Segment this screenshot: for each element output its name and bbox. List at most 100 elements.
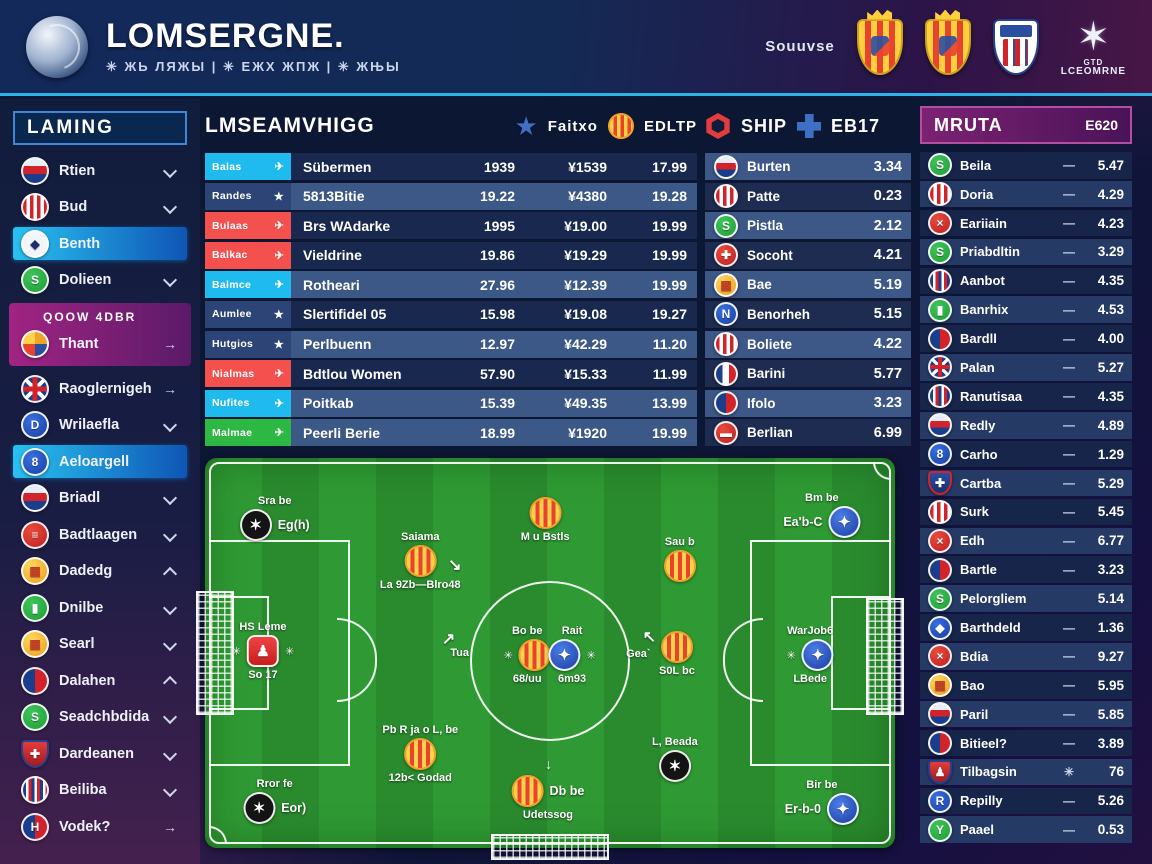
ship-row[interactable]: Bae 5.19 (705, 271, 911, 299)
mruta-row[interactable]: Carho — 1.29 (920, 440, 1132, 468)
mruta-row[interactable]: Repilly — 5.26 (920, 787, 1132, 815)
sidebar-item-dardeanen[interactable]: Dardeanen (13, 737, 187, 770)
sidebar-item-badtlaagen[interactable]: Badtlaagen (13, 518, 187, 551)
mruta-row[interactable]: Aanbot — 4.35 (920, 267, 1132, 295)
fixture-tag[interactable]: Nufites ✈ (205, 389, 291, 417)
mruta-odds-value: 5.14 (1097, 591, 1124, 607)
mruta-row[interactable]: Ranutisaa — 4.35 (920, 383, 1132, 410)
pitch-player-marker[interactable]: Bo be ✳ 68/uu (504, 625, 551, 685)
mruta-row[interactable]: Paril — 5.85 (920, 700, 1132, 728)
mruta-row[interactable]: Beila — 5.47 (920, 152, 1132, 179)
mruta-row[interactable]: Bardll — 4.00 (920, 325, 1132, 352)
fixture-row[interactable]: Malmae ✈ Peerli Berie 18.99 ¥1920 19.99 (205, 419, 697, 447)
pitch-player-marker[interactable]: Rror fe Eor) (243, 778, 306, 824)
fixture-tag[interactable]: Balas ✈ (205, 153, 291, 180)
mruta-row[interactable]: Edh — 6.77 (920, 527, 1132, 555)
fixture-tag[interactable]: Hutgios ★ (205, 330, 291, 358)
fixture-row[interactable]: Balas ✈ Sübermen 1939 ¥1539 17.99 (205, 153, 697, 180)
mruta-row[interactable]: Bao — 5.95 (920, 672, 1132, 699)
sidebar-item-rtien[interactable]: Rtien (13, 154, 187, 187)
ship-row[interactable]: Barini 5.77 (705, 360, 911, 388)
sidebar-item-wrilaefla[interactable]: Wrilaefla (13, 409, 187, 442)
sidebar-item-thant[interactable]: Thant → (13, 328, 187, 361)
sidebar-item-benth[interactable]: Benth (13, 227, 187, 260)
marker-label-bottom: So 17 (248, 669, 278, 682)
mruta-team-name: Bitieel? (960, 735, 1007, 751)
fixture-tag[interactable]: Aumlee ★ (205, 300, 291, 328)
sidebar-item-searl[interactable]: Searl (13, 628, 187, 661)
sidebar-item-beiliba[interactable]: Beiliba (13, 774, 187, 807)
ship-row[interactable]: Boliete 4.22 (705, 330, 911, 358)
pitch-player-marker[interactable]: Sau b (663, 536, 696, 583)
pitch-player-marker[interactable]: S0L bc (659, 631, 695, 677)
pitch-player-marker[interactable]: L, Beada (652, 736, 698, 782)
wrilaefla-badge-icon (21, 411, 49, 439)
mruta-row[interactable]: Pelorgliem 5.14 (920, 585, 1132, 612)
fixture-tag[interactable]: Randes ★ (205, 182, 291, 210)
fixture-value-v1: 1939 (483, 158, 515, 175)
sidebar-item-dnilbe[interactable]: Dnilbe (13, 591, 187, 624)
mruta-row[interactable]: Barthdeld — 1.36 (920, 614, 1132, 641)
fixture-value-v2: ¥1539 (568, 158, 607, 175)
mruta-row[interactable]: Surk — 5.45 (920, 498, 1132, 526)
mruta-row[interactable]: Banrhix — 4.53 (920, 296, 1132, 323)
raoglernigeh-badge-icon (21, 374, 49, 403)
mruta-row[interactable]: Palan — 5.27 (920, 354, 1132, 381)
mruta-odds-value: 76 (1108, 764, 1124, 780)
ship-row[interactable]: Ifolo 3.23 (705, 389, 911, 417)
sidebar-item-dolieen[interactable]: Dolieen (13, 264, 187, 297)
fixture-row[interactable]: Balkac ✈ Vieldrine 19.86 ¥19.29 19.99 (205, 241, 697, 269)
pitch-player-marker[interactable]: Pb R ja o L, be 12b< Godad (382, 724, 458, 784)
fixture-row[interactable]: Aumlee ★ Slertifidel 05 15.98 ¥19.08 19.27 (205, 300, 697, 328)
sidebar-item-vodek[interactable]: Vodek? → (13, 810, 187, 843)
fixture-value-v1: 1995 (483, 217, 515, 234)
ship-odds-value: 4.21 (873, 247, 902, 264)
fixture-row[interactable]: Bulaas ✈ Brs WAdarke 1995 ¥19.00 19.99 (205, 212, 697, 240)
mruta-row[interactable]: Redly — 4.89 (920, 412, 1132, 439)
ship-row[interactable]: Socoht 4.21 (705, 241, 911, 269)
ship-row[interactable]: Benorheh 5.15 (705, 300, 911, 328)
mruta-row[interactable]: Doria — 4.29 (920, 180, 1132, 208)
ship-row[interactable]: Pistla 2.12 (705, 212, 911, 240)
fixture-tag[interactable]: Malmae ✈ (205, 419, 291, 447)
fixture-row[interactable]: Nialmas ✈ Bdtlou Women 57.90 ¥15.33 11.99 (205, 360, 697, 388)
sidebar-item-dadedg[interactable]: Dadedg (13, 555, 187, 588)
fixture-tag[interactable]: Balmce ✈ (205, 271, 291, 299)
pitch-player-marker[interactable]: Db be Udetssog (511, 774, 584, 821)
fixture-tag[interactable]: Nialmas ✈ (205, 360, 291, 388)
fixture-row[interactable]: Randes ★ 5813Bitie 19.22 ¥4380 19.28 (205, 182, 697, 210)
sidebar-item-dalahen[interactable]: Dalahen (13, 664, 187, 697)
sidebar-item-seadchbdida[interactable]: Seadchbdida (13, 701, 187, 734)
pitch-player-marker[interactable]: Bm be Ea'b-C (783, 492, 861, 539)
fixture-row[interactable]: Balmce ✈ Rotheari 27.96 ¥12.39 19.99 (205, 271, 697, 299)
pitch-player-marker[interactable]: Saiama La 9Zb—Blro48 (380, 531, 461, 591)
pitch-player-marker[interactable]: Bir be Er-b-0 (785, 779, 859, 825)
sidebar-item-raoglernigeh[interactable]: Raoglernigeh → (13, 372, 187, 405)
mruta-row[interactable]: Tilbagsin ✳ 76 (920, 758, 1132, 786)
ship-row[interactable]: Patte 0.23 (705, 182, 911, 210)
sidebar-item-bud[interactable]: Bud (13, 191, 187, 224)
mruta-row[interactable]: Bdia — 9.27 (920, 643, 1132, 670)
sidebar-item-briadl[interactable]: Briadl (13, 482, 187, 515)
pitch-player-marker[interactable]: WarJob6 ✳ LBede (787, 625, 834, 685)
mruta-team-name: Beila (960, 157, 992, 173)
fixture-row[interactable]: Nufites ✈ Poitkab 15.39 ¥49.35 13.99 (205, 389, 697, 417)
mruta-row[interactable]: Bartle — 3.23 (920, 556, 1132, 583)
mruta-row[interactable]: Bitieel? — 3.89 (920, 729, 1132, 757)
fixture-row[interactable]: Hutgios ★ Perlbuenn 12.97 ¥42.29 11.20 (205, 330, 697, 358)
pitch-player-marker[interactable]: Rait✳ 6m93 (548, 625, 596, 685)
pitch-player-marker[interactable]: M u Bstls (521, 496, 570, 543)
ship-row[interactable]: Berlian 6.99 (705, 419, 911, 447)
mruta-row[interactable]: Paael — 0.53 (920, 816, 1132, 843)
fixture-tag[interactable]: Balkac ✈ (205, 241, 291, 269)
sidebar-item-aeloargell[interactable]: Aeloargell (13, 445, 187, 478)
dalahen-badge-icon (21, 666, 49, 695)
pitch-player-marker[interactable]: HS Leme✳✳So 17 (232, 621, 294, 681)
mruta-row[interactable]: Eariiain — 4.23 (920, 209, 1132, 237)
mruta-row[interactable]: Cartba — 5.29 (920, 469, 1132, 497)
mruta-row[interactable]: Priabdltin — 3.29 (920, 238, 1132, 266)
marker-row: Er-b-0 (785, 792, 859, 825)
pitch-player-marker[interactable]: Sra be Eg(h) (239, 495, 310, 542)
ship-row[interactable]: Burten 3.34 (705, 153, 911, 180)
fixture-tag[interactable]: Bulaas ✈ (205, 212, 291, 240)
